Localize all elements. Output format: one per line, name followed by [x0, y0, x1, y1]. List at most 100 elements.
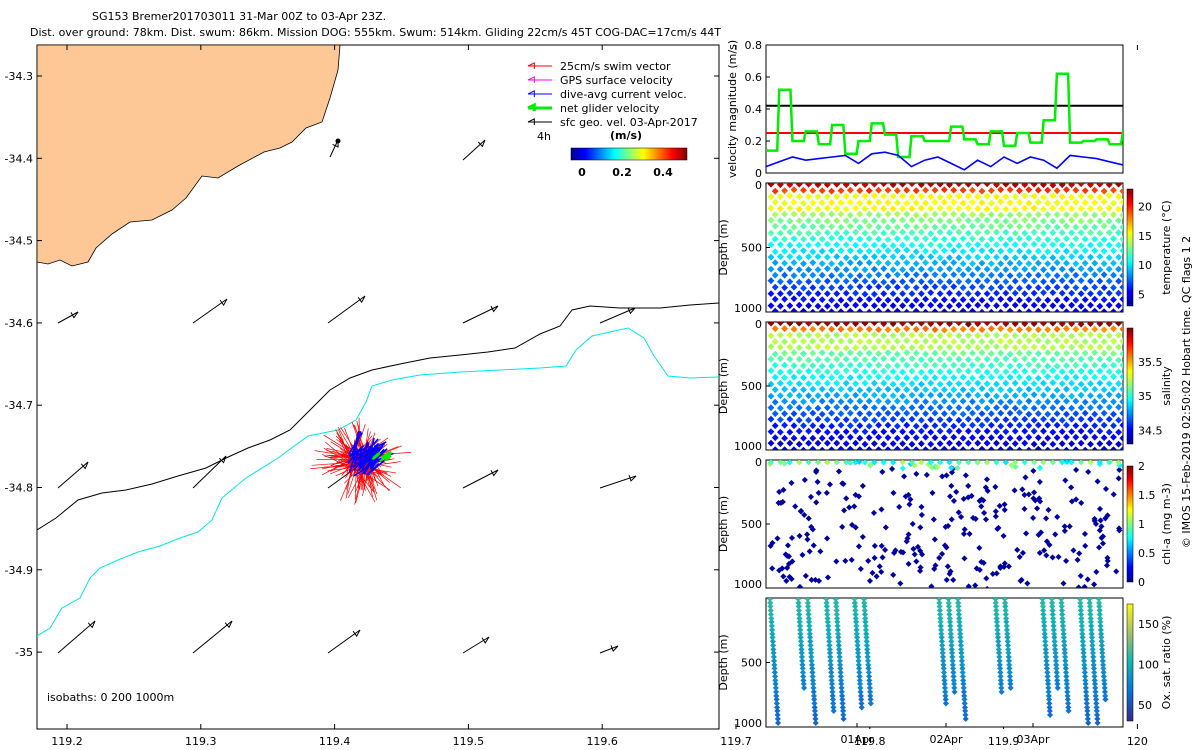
section-point: ◆	[937, 602, 944, 611]
section-point: ◆	[843, 204, 850, 214]
section-point: ◆	[885, 433, 892, 443]
section-point: ◆	[997, 246, 1004, 256]
section-point: ◆	[918, 300, 925, 310]
section-point: ◆	[908, 366, 915, 376]
section-point: ◆	[1044, 537, 1051, 546]
section-point: ◆	[1040, 427, 1047, 437]
section-point: ◆	[1078, 427, 1085, 437]
section-point: ◆	[890, 439, 897, 449]
section-point: ◆	[828, 668, 835, 677]
section-point: ◆	[1040, 367, 1047, 377]
section-point: ◆	[852, 355, 859, 365]
section-point: ◆	[860, 481, 867, 490]
section-point: ◆	[1036, 494, 1043, 503]
section-panel-salinity: ◆◆◆◆◆◆◆◆◆◆◆◆◆◆◆◆◆◆◆◆◆◆◆◆◆◆◆◆◆◆◆◆◆◆◆◆◆◆◆◆…	[717, 318, 1173, 453]
section-point: ◆	[772, 258, 779, 268]
section-point: ◆	[942, 687, 949, 696]
section-point: ◆	[993, 180, 1000, 190]
section-point: ◆	[880, 391, 887, 401]
section-point: ◆	[815, 367, 822, 377]
section-point: ◆	[948, 481, 955, 490]
section-point: ◆	[961, 691, 968, 700]
section-point: ◆	[969, 385, 976, 395]
section-point: ◆	[1025, 336, 1032, 346]
section-point: ◆	[861, 276, 868, 286]
velocity-ytick-label-3: 0.6	[745, 71, 763, 84]
colorbar-label-temperature: temperature (°C)	[1160, 200, 1173, 294]
section-point: ◆	[1016, 337, 1023, 347]
section-point: ◆	[1025, 373, 1032, 383]
section-point: ◆	[937, 379, 944, 389]
section-point: ◆	[942, 541, 949, 550]
section-point: ◆	[1078, 355, 1085, 365]
section-point: ◆	[1072, 283, 1079, 293]
section-point: ◆	[899, 330, 906, 340]
section-point: ◆	[1087, 264, 1094, 274]
section-point: ◆	[1054, 198, 1061, 208]
section-point: ◆	[977, 565, 984, 574]
section-point: ◆	[1111, 490, 1118, 499]
section-point: ◆	[894, 246, 901, 256]
section-point: ◆	[871, 427, 878, 437]
section-point: ◆	[950, 270, 957, 280]
section-point: ◆	[1063, 210, 1070, 220]
section-point: ◆	[956, 606, 963, 615]
section-point: ◆	[903, 397, 910, 407]
section-point: ◆	[1110, 271, 1117, 281]
section-point: ◆	[1021, 415, 1028, 425]
net-vector-11	[371, 453, 380, 460]
section-point: ◆	[961, 554, 968, 563]
section-point: ◆	[1043, 514, 1050, 523]
section-point: ◆	[815, 301, 822, 311]
section-point: ◆	[931, 209, 938, 219]
section-point: ◆	[1012, 378, 1019, 388]
section-point: ◆	[1072, 325, 1079, 335]
section-point: ◆	[950, 209, 957, 219]
section-point: ◆	[1007, 373, 1014, 383]
section-point: ◆	[815, 426, 822, 436]
section-point: ◆	[834, 621, 841, 630]
section-point: ◆	[1073, 495, 1080, 504]
section-point: ◆	[1007, 246, 1014, 256]
section-point: ◆	[871, 330, 878, 340]
section-point: ◆	[1079, 625, 1086, 634]
section-point: ◆	[767, 598, 774, 607]
section-point: ◆	[839, 687, 846, 696]
section-point: ◆	[819, 295, 826, 305]
map-colorbar-tick-2: 0.4	[653, 166, 673, 179]
section-point: ◆	[946, 390, 953, 400]
section-point: ◆	[1082, 361, 1089, 371]
section-point: ◆	[1097, 609, 1104, 618]
section-point: ◆	[960, 409, 967, 419]
section-point: ◆	[815, 331, 822, 341]
section-point: ◆	[838, 671, 845, 680]
section-point: ◆	[1063, 349, 1070, 359]
section-point: ◆	[828, 409, 835, 419]
section-point: ◆	[918, 343, 925, 353]
section-point: ◆	[875, 433, 882, 443]
section-panel-chlorophyll: ◆◆◆◆◆◆◆◆◆◆◆◆◆◆◆◆◆◆ ◆◆◆◆◆◆◆◆◆◆◆◆◆◆◆◆◆ ◆ ◆◆◆◆…	[717, 456, 1173, 591]
section-point: ◆	[1002, 319, 1009, 329]
section-point: ◆	[1035, 421, 1042, 431]
section-point: ◆	[847, 271, 854, 281]
section-point: ◆	[1059, 367, 1066, 377]
section-point: ◆	[974, 403, 981, 413]
section-point: ◆	[918, 180, 925, 190]
section-point: ◆	[791, 283, 798, 293]
section-point: ◆	[974, 426, 981, 436]
section-point: ◆	[809, 396, 816, 406]
section-point: ◆	[828, 198, 835, 208]
section-point: ◆	[852, 216, 859, 226]
section-point: ◆	[839, 683, 846, 692]
section-point: ◆	[1046, 691, 1053, 700]
section-point: ◆	[866, 433, 873, 443]
section-point: ◆	[847, 373, 854, 383]
section-point: ◆	[1030, 466, 1037, 475]
section-point: ◆	[812, 710, 819, 719]
section-point: ◆	[840, 710, 847, 719]
section-point: ◆	[965, 204, 972, 214]
section-point: ◆	[773, 687, 780, 696]
section-point: ◆	[928, 581, 935, 590]
section-point: ◆	[856, 271, 863, 281]
section-point: ◆	[871, 318, 878, 328]
